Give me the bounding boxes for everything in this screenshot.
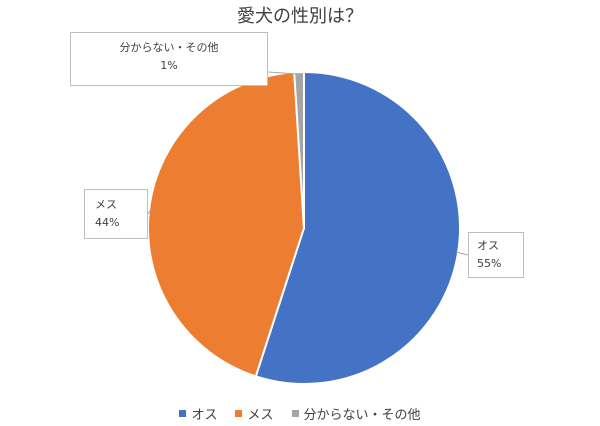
legend-swatch-other [291,410,299,417]
data-label-female-category: メス [95,198,117,211]
legend-swatch-male [179,410,187,417]
legend-item-female: メス [235,404,274,423]
legend-item-other: 分からない・その他 [291,404,421,423]
data-label-male-value: 55% [477,257,502,270]
pie-slice-other [293,70,305,229]
data-label-male-category: オス [477,239,499,252]
data-label-female: メス 44% [84,189,148,239]
data-label-other: 分からない・その他 1% [70,32,268,86]
chart-title: 愛犬の性別は？ [237,6,363,27]
legend: オス メス 分からない・その他 [0,404,600,423]
leader-line-male [455,251,469,256]
data-label-other-category: 分からない・その他 [119,41,219,54]
legend-item-male: オス [179,404,217,423]
legend-label-other: 分からない・その他 [303,408,421,423]
data-label-female-value: 44% [95,216,120,229]
legend-label-female: メス [247,408,274,423]
data-label-other-value: 1% [160,59,178,72]
legend-label-male: オス [191,408,218,423]
leader-line-female [147,208,152,215]
leader-line-other [267,71,300,75]
data-label-male: オス 55% [468,232,524,278]
legend-swatch-female [235,410,243,417]
pie-slice-female [147,71,306,378]
